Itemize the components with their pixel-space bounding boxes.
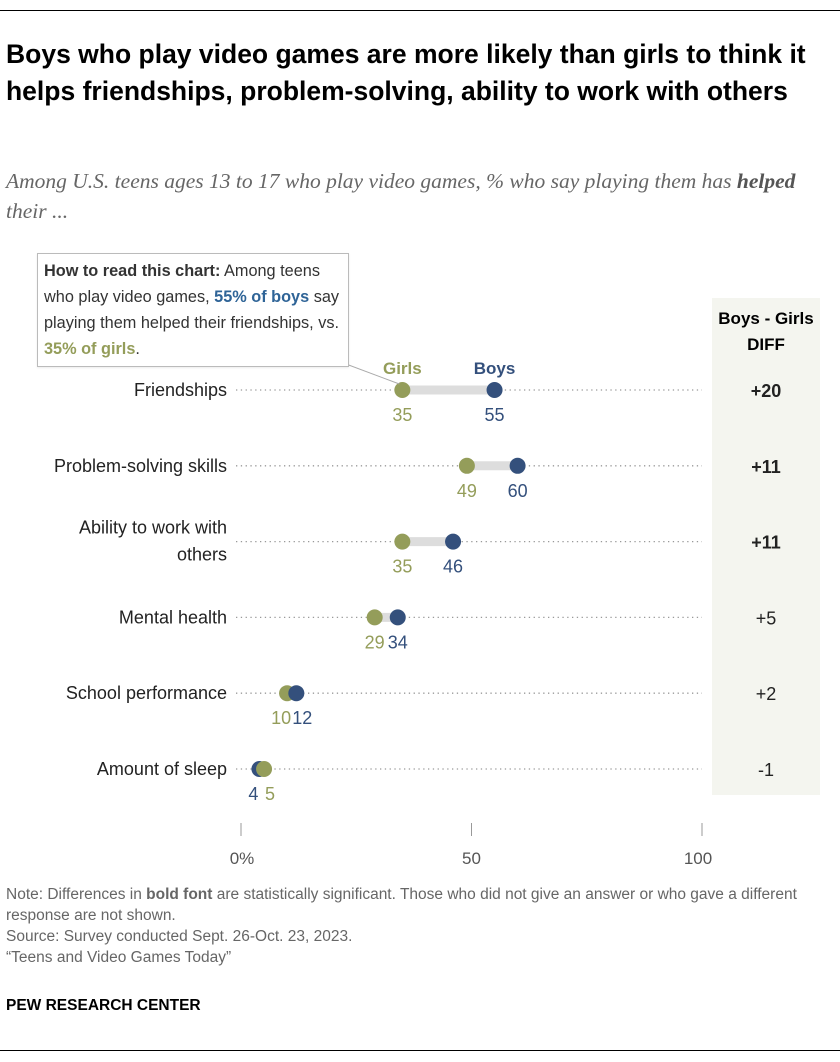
boys-dot bbox=[288, 685, 305, 702]
report-title: “Teens and Video Games Today” bbox=[6, 949, 232, 966]
diff-value: +11 bbox=[751, 457, 781, 477]
girls-dot bbox=[458, 457, 475, 474]
legend-girls: Girls bbox=[383, 359, 422, 378]
dot-plot: Boys - Girls DIFF Friendships 35 55 +20 Girls B… bbox=[54, 298, 820, 868]
boys-value: 12 bbox=[292, 708, 312, 728]
boys-value: 55 bbox=[485, 405, 505, 425]
subtitle-end: their ... bbox=[6, 199, 69, 223]
diff-value: +2 bbox=[756, 684, 777, 704]
top-rule bbox=[0, 10, 840, 11]
note-text: Note: Differences in bbox=[6, 886, 147, 903]
girls-value: 35 bbox=[392, 557, 412, 577]
category-label: Ability to work with bbox=[79, 518, 227, 538]
boys-dot bbox=[509, 457, 526, 474]
how-girls: 35% of girls bbox=[44, 340, 136, 358]
x-tick-label: 0% bbox=[230, 849, 255, 868]
how-to-read-box: How to read this chart: Among teens who … bbox=[37, 253, 349, 367]
how-text-1: Among teens who play video games, bbox=[44, 262, 320, 306]
girls-value: 35 bbox=[392, 405, 412, 425]
diff-value: +11 bbox=[751, 533, 781, 553]
boys-value: 4 bbox=[248, 784, 258, 804]
girls-value: 29 bbox=[365, 632, 385, 652]
legend-boys: Boys bbox=[474, 359, 516, 378]
girls-value: 49 bbox=[457, 481, 477, 501]
chart-title: Boys who play video games are more likel… bbox=[6, 39, 806, 106]
note-line: Note: Differences in bold font are stati… bbox=[6, 884, 836, 926]
girls-dot bbox=[366, 609, 383, 626]
diff-panel bbox=[712, 298, 820, 795]
subtitle-bold: helped bbox=[736, 169, 796, 193]
diff-header-line-1: Boys - Girls bbox=[718, 309, 813, 328]
note-rest: are statistically significant. Those who… bbox=[6, 886, 797, 924]
boys-value: 46 bbox=[443, 557, 463, 577]
girls-value: 5 bbox=[265, 784, 275, 804]
x-tick-label: 50 bbox=[462, 849, 481, 868]
note-bold: bold font bbox=[146, 886, 213, 903]
how-text-3: . bbox=[135, 340, 140, 358]
category-label: Friendships bbox=[134, 380, 227, 400]
diff-header-line-2: DIFF bbox=[747, 335, 785, 354]
diff-value: +20 bbox=[751, 381, 782, 401]
brand-logo: PEW RESEARCH CENTER bbox=[6, 997, 201, 1014]
boys-value: 34 bbox=[388, 632, 408, 652]
how-text-2: say playing them helped their friendship… bbox=[44, 288, 340, 332]
diff-value: -1 bbox=[758, 760, 774, 780]
girls-value: 10 bbox=[271, 708, 291, 728]
how-boys: 55% of boys bbox=[214, 288, 310, 306]
bottom-rule bbox=[0, 1050, 840, 1051]
subtitle-text: Among U.S. teens ages 13 to 17 who play … bbox=[6, 169, 737, 193]
boys-value: 60 bbox=[508, 481, 528, 501]
x-tick-label: 100 bbox=[684, 849, 712, 868]
boys-dot bbox=[389, 609, 406, 626]
diff-value: +5 bbox=[756, 608, 777, 628]
girls-dot bbox=[394, 533, 411, 550]
category-label: Problem-solving skills bbox=[54, 456, 227, 476]
chart-subtitle: Among U.S. teens ages 13 to 17 who play … bbox=[6, 166, 826, 226]
how-lead: How to read this chart: bbox=[44, 262, 221, 280]
category-label: others bbox=[177, 545, 227, 565]
category-label: School performance bbox=[66, 683, 227, 703]
boys-dot bbox=[486, 382, 503, 398]
girls-dot bbox=[394, 382, 411, 398]
category-label: Mental health bbox=[119, 607, 227, 627]
notes: Note: Differences in bold font are stati… bbox=[6, 884, 836, 968]
category-label: Amount of sleep bbox=[97, 759, 227, 779]
girls-dot bbox=[256, 761, 273, 777]
source: Source: Survey conducted Sept. 26-Oct. 2… bbox=[6, 928, 353, 945]
boys-dot bbox=[445, 533, 462, 550]
